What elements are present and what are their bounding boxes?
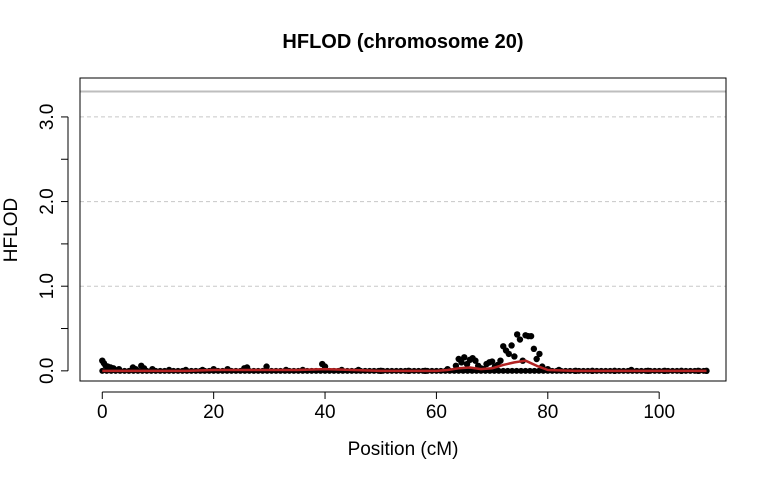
grid-lines [80,116,726,287]
data-point [522,367,529,374]
data-point [472,357,479,364]
data-point [516,336,524,343]
data-point [500,367,507,374]
x-tick-label: 20 [203,402,224,423]
data-point [504,367,511,374]
data-point [533,355,540,363]
data-point [526,367,533,374]
data-point [460,367,467,374]
y-tick-label: 2.0 [37,188,58,214]
data-point [513,367,520,374]
x-tick-label: 80 [537,402,558,423]
smoothed-line-group [102,359,707,373]
data-point [508,342,515,349]
data-point [495,367,502,374]
data-point [513,331,521,338]
data-point [505,350,513,358]
x-tick-label: 40 [314,402,335,423]
data-point [464,367,471,374]
data-point [511,353,518,360]
data-point [458,359,465,366]
data-point [469,367,476,374]
x-axis: 0 20 40 60 80 100 [97,391,675,423]
data-point [530,345,538,353]
data-point [536,350,543,358]
data-point [535,367,542,374]
smoothed-line [102,359,707,373]
y-tick-label: 3.0 [37,104,58,130]
data-point [518,367,525,374]
plot-frame [79,77,727,382]
data-point [527,332,535,340]
data-point [509,367,516,374]
y-axis: 0.0 1.0 2.0 3.0 [37,104,69,384]
y-axis-label: HFLOD [1,198,22,262]
x-tick-label: 0 [97,402,108,423]
data-point [461,354,468,361]
x-axis-label: Position (cM) [348,439,459,460]
data-point [531,367,538,374]
y-tick-label: 1.0 [37,273,58,299]
data-points [99,331,710,375]
data-point [497,357,504,364]
data-point [488,358,496,365]
y-tick-label: 0.0 [37,358,58,384]
data-point [99,367,106,374]
x-tick-label: 60 [426,402,447,423]
x-tick-label: 100 [643,402,675,423]
chart-title: HFLOD (chromosome 20) [282,31,523,53]
